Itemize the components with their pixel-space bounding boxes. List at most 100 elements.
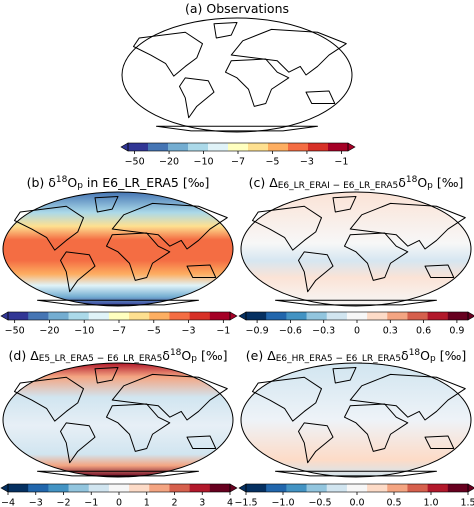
title-part: 18 (406, 175, 418, 185)
colorbar-segment (169, 312, 191, 320)
colorbar-segment (149, 312, 170, 320)
map-ocean (3, 192, 233, 306)
title-part: δ (401, 348, 409, 363)
title-part: 18 (170, 348, 182, 358)
title-part: p (430, 354, 436, 364)
map-border (240, 362, 472, 478)
colorbar-tick-label: 0.3 (383, 326, 398, 337)
colorbar-tick-label: −20 (39, 326, 59, 337)
colorbar-tick-label: 1 (144, 498, 150, 507)
title-part: in E6_LR_ERA5 [‰] (83, 175, 209, 190)
colorbar-tick-label: −0.9 (246, 326, 269, 337)
title-part: [‰] (433, 175, 464, 190)
colorbar-tick-label: −10 (74, 326, 94, 337)
colorbar-tick-label: 0 (354, 326, 360, 337)
colorbar-tick-label: 3 (199, 498, 205, 507)
colorbar-tick-label: −3 (182, 326, 196, 337)
colorbar-segment (169, 484, 191, 492)
colorbar-tick-label: −0.5 (308, 498, 331, 507)
title-part: 18 (56, 175, 68, 185)
panel-title: (a) Observations (185, 1, 289, 16)
colorbar-segment (246, 312, 267, 320)
colorbar-segment (427, 484, 449, 492)
title-part: (e) Δ (246, 348, 276, 363)
colorbar-segment (228, 143, 249, 151)
colorbar-extend (229, 311, 238, 321)
colorbar-segment (268, 143, 289, 151)
colorbar-extend (467, 311, 474, 321)
title-part: [‰] (197, 348, 228, 363)
colorbar-tick-label: −7 (112, 326, 126, 337)
colorbar-tick-label: −0.3 (312, 326, 335, 337)
colorbar-segment (346, 484, 368, 492)
colorbar-segment (209, 312, 231, 320)
colorbar-extend (120, 142, 129, 152)
colorbar-segment (88, 484, 110, 492)
colorbar-tick-label: −2 (56, 498, 70, 507)
colorbar-segment (148, 143, 169, 151)
colorbar-segment (248, 143, 269, 151)
map-border (2, 362, 234, 478)
colorbar-segment (306, 312, 328, 320)
colorbar-segment (447, 484, 469, 492)
colorbar-tick-label: 1.0 (423, 498, 438, 507)
colorbar-segment (326, 484, 348, 492)
panel-title: (c) ΔE6_LR_ERAI − E6_LR_ERA5δ18Op [‰] (249, 175, 464, 191)
colorbar-segment (108, 484, 130, 492)
colorbar-extend (229, 483, 238, 493)
colorbar-tick-label: −50 (5, 326, 25, 337)
title-part: O (67, 175, 77, 190)
colorbar-extend (467, 483, 474, 493)
colorbar-segment (328, 143, 349, 151)
colorbar-segment (266, 484, 287, 492)
colorbar-tick-label: −50 (125, 157, 145, 168)
colorbar-tick-label: −10 (194, 157, 214, 168)
title-part: (b) δ (27, 175, 56, 190)
colorbar-tick-label: 2 (171, 498, 177, 507)
colorbar-tick-label: 4 (227, 498, 233, 507)
colorbar-segment (28, 484, 49, 492)
title-part: O (420, 348, 430, 363)
colorbar-tick-label: 0 (116, 498, 122, 507)
colorbar-segment (407, 484, 429, 492)
title-part: p (77, 181, 83, 191)
title-part: p (191, 354, 197, 364)
colorbar-tick-label: −5 (147, 326, 161, 337)
colorbar-segment (8, 312, 29, 320)
colorbar-segment (129, 484, 150, 492)
title-part: (a) Observations (185, 1, 289, 16)
colorbar-segment (326, 312, 348, 320)
title-part: E5_LR_ERA5 − E6_LR_ERA5 (39, 354, 163, 364)
colorbar-tick-label: −5 (265, 157, 279, 168)
colorbar-segment (68, 312, 90, 320)
map-ocean (241, 192, 471, 306)
colorbar-tick-label: −3 (300, 157, 314, 168)
title-part: E6_HR_ERA5 − E6_LR_ERA5 (276, 354, 401, 364)
map-border (121, 17, 353, 133)
colorbar-segment (387, 484, 408, 492)
title-part: p (427, 181, 433, 191)
colorbar-segment (68, 484, 90, 492)
colorbar-segment (286, 312, 307, 320)
colorbar-segment (427, 312, 449, 320)
colorbar-segment (128, 143, 149, 151)
colorbar-segment (209, 484, 231, 492)
colorbar-segment (129, 312, 150, 320)
title-part: E6_LR_ERAI − E6_LR_ERA5 (278, 181, 398, 191)
title-part: (c) Δ (249, 175, 279, 190)
title-part: δ (398, 175, 406, 190)
colorbar-extend (347, 142, 356, 152)
colorbar-tick-label: 1.5 (460, 498, 474, 507)
colorbar-segment (407, 312, 429, 320)
colorbar-extend (0, 483, 9, 493)
title-part: δ (162, 348, 170, 363)
colorbar-tick-label: −3 (29, 498, 43, 507)
colorbar-segment (306, 484, 328, 492)
colorbar-tick-label: 0.0 (349, 498, 364, 507)
colorbar-segment (88, 312, 110, 320)
panel-title: (d) ΔE5_LR_ERA5 − E6_LR_ERA5δ18Op [‰] (9, 348, 228, 364)
colorbar-segment (387, 312, 408, 320)
colorbar-segment (189, 312, 211, 320)
title-part: (d) Δ (9, 348, 40, 363)
colorbar-segment (48, 484, 69, 492)
